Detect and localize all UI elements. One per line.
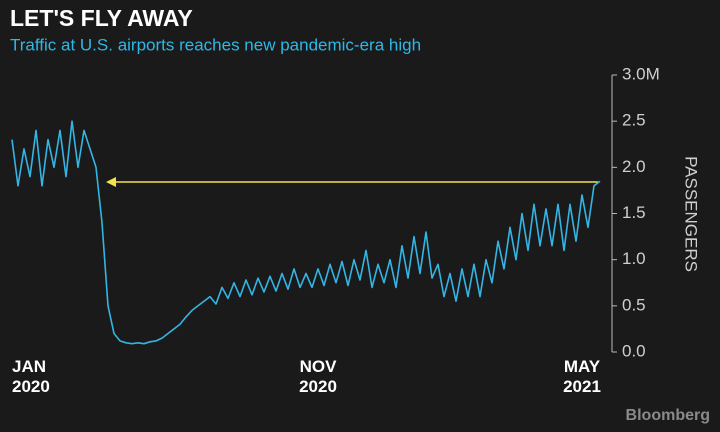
x-tick-label: MAY 2021 <box>563 357 601 396</box>
source: Bloomberg <box>626 407 710 424</box>
annotation-arrow <box>106 177 598 187</box>
data-line <box>11 120 601 345</box>
y-tick-label: 3.0M <box>622 64 660 83</box>
y-tick-label: 2.5 <box>622 111 646 130</box>
y-axis-label: PASSENGERS <box>682 156 701 272</box>
chart-title: LET'S FLY AWAY <box>10 5 193 31</box>
y-tick-label: 2.0 <box>622 157 646 176</box>
y-tick-label: 0.0 <box>622 341 646 360</box>
y-tick-label: 1.0 <box>622 249 646 268</box>
y-tick-label: 1.5 <box>622 203 646 222</box>
x-tick-label: JAN 2020 <box>12 357 50 396</box>
y-tick-label: 0.5 <box>622 295 646 314</box>
arrow-head <box>106 177 116 187</box>
chart-subtitle: Traffic at U.S. airports reaches new pan… <box>10 35 421 54</box>
x-tick-label: NOV 2020 <box>299 357 337 396</box>
